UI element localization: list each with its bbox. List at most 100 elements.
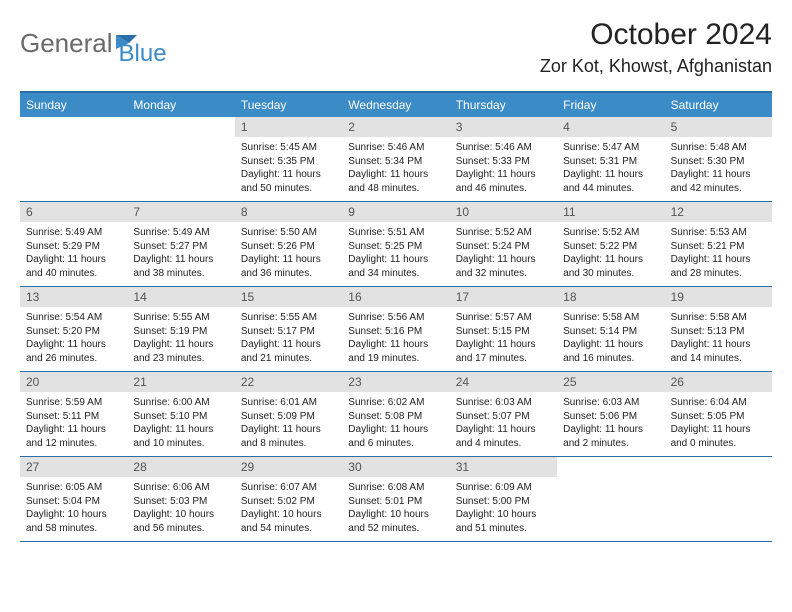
day-number: 27: [20, 457, 127, 477]
day-number: 1: [235, 117, 342, 137]
sunrise-text: Sunrise: 5:49 AM: [133, 226, 228, 240]
sunset-text: Sunset: 5:31 PM: [563, 155, 658, 169]
title-block: October 2024 Zor Kot, Khowst, Afghanista…: [540, 18, 772, 77]
daylight-text: Daylight: 11 hours and 34 minutes.: [348, 253, 443, 280]
sunset-text: Sunset: 5:06 PM: [563, 410, 658, 424]
daylight-text: Daylight: 11 hours and 42 minutes.: [671, 168, 766, 195]
sunrise-text: Sunrise: 5:52 AM: [563, 226, 658, 240]
header: General Blue October 2024 Zor Kot, Khows…: [20, 18, 772, 77]
sunrise-text: Sunrise: 5:53 AM: [671, 226, 766, 240]
daylight-text: Daylight: 11 hours and 30 minutes.: [563, 253, 658, 280]
cell-body: Sunrise: 5:56 AMSunset: 5:16 PMDaylight:…: [342, 307, 449, 371]
day-number: 21: [127, 372, 234, 392]
day-header: Monday: [127, 93, 234, 117]
calendar-cell: 3Sunrise: 5:46 AMSunset: 5:33 PMDaylight…: [450, 117, 557, 201]
sunset-text: Sunset: 5:34 PM: [348, 155, 443, 169]
cell-body: Sunrise: 6:03 AMSunset: 5:07 PMDaylight:…: [450, 392, 557, 456]
sunrise-text: Sunrise: 5:49 AM: [26, 226, 121, 240]
sunset-text: Sunset: 5:20 PM: [26, 325, 121, 339]
sunset-text: Sunset: 5:35 PM: [241, 155, 336, 169]
week-row: 27Sunrise: 6:05 AMSunset: 5:04 PMDayligh…: [20, 457, 772, 542]
day-header: Tuesday: [235, 93, 342, 117]
calendar-cell: 6Sunrise: 5:49 AMSunset: 5:29 PMDaylight…: [20, 202, 127, 286]
daylight-text: Daylight: 11 hours and 12 minutes.: [26, 423, 121, 450]
cell-body: Sunrise: 5:58 AMSunset: 5:13 PMDaylight:…: [665, 307, 772, 371]
calendar-cell: 22Sunrise: 6:01 AMSunset: 5:09 PMDayligh…: [235, 372, 342, 456]
day-number: 2: [342, 117, 449, 137]
sunrise-text: Sunrise: 5:46 AM: [348, 141, 443, 155]
cell-body: Sunrise: 5:52 AMSunset: 5:22 PMDaylight:…: [557, 222, 664, 286]
day-number: 30: [342, 457, 449, 477]
sunset-text: Sunset: 5:17 PM: [241, 325, 336, 339]
sunrise-text: Sunrise: 5:55 AM: [133, 311, 228, 325]
cell-body: Sunrise: 5:50 AMSunset: 5:26 PMDaylight:…: [235, 222, 342, 286]
sunset-text: Sunset: 5:09 PM: [241, 410, 336, 424]
calendar-cell: 9Sunrise: 5:51 AMSunset: 5:25 PMDaylight…: [342, 202, 449, 286]
logo-text-1: General: [20, 28, 113, 59]
calendar-cell: 5Sunrise: 5:48 AMSunset: 5:30 PMDaylight…: [665, 117, 772, 201]
day-number: 31: [450, 457, 557, 477]
day-number: 4: [557, 117, 664, 137]
week-row: 20Sunrise: 5:59 AMSunset: 5:11 PMDayligh…: [20, 372, 772, 457]
day-number: 24: [450, 372, 557, 392]
calendar-cell: .: [127, 117, 234, 201]
sunset-text: Sunset: 5:08 PM: [348, 410, 443, 424]
daylight-text: Daylight: 11 hours and 19 minutes.: [348, 338, 443, 365]
day-number: 20: [20, 372, 127, 392]
day-header: Thursday: [450, 93, 557, 117]
sunset-text: Sunset: 5:21 PM: [671, 240, 766, 254]
day-number: 13: [20, 287, 127, 307]
cell-body: Sunrise: 5:46 AMSunset: 5:33 PMDaylight:…: [450, 137, 557, 201]
daylight-text: Daylight: 11 hours and 38 minutes.: [133, 253, 228, 280]
daylight-text: Daylight: 11 hours and 16 minutes.: [563, 338, 658, 365]
logo: General Blue: [20, 18, 167, 68]
daylight-text: Daylight: 11 hours and 36 minutes.: [241, 253, 336, 280]
sunset-text: Sunset: 5:24 PM: [456, 240, 551, 254]
daylight-text: Daylight: 10 hours and 51 minutes.: [456, 508, 551, 535]
cell-body: Sunrise: 5:53 AMSunset: 5:21 PMDaylight:…: [665, 222, 772, 286]
sunrise-text: Sunrise: 6:03 AM: [456, 396, 551, 410]
cell-body: Sunrise: 6:00 AMSunset: 5:10 PMDaylight:…: [127, 392, 234, 456]
cell-body: Sunrise: 5:46 AMSunset: 5:34 PMDaylight:…: [342, 137, 449, 201]
calendar-cell: 13Sunrise: 5:54 AMSunset: 5:20 PMDayligh…: [20, 287, 127, 371]
logo-text-2: Blue: [119, 18, 167, 68]
calendar-cell: 10Sunrise: 5:52 AMSunset: 5:24 PMDayligh…: [450, 202, 557, 286]
cell-body: Sunrise: 5:52 AMSunset: 5:24 PMDaylight:…: [450, 222, 557, 286]
calendar-cell: 14Sunrise: 5:55 AMSunset: 5:19 PMDayligh…: [127, 287, 234, 371]
calendar-cell: 15Sunrise: 5:55 AMSunset: 5:17 PMDayligh…: [235, 287, 342, 371]
cell-body: Sunrise: 6:07 AMSunset: 5:02 PMDaylight:…: [235, 477, 342, 541]
calendar: SundayMondayTuesdayWednesdayThursdayFrid…: [20, 91, 772, 542]
day-number: 3: [450, 117, 557, 137]
sunrise-text: Sunrise: 5:51 AM: [348, 226, 443, 240]
sunset-text: Sunset: 5:04 PM: [26, 495, 121, 509]
cell-body: Sunrise: 5:59 AMSunset: 5:11 PMDaylight:…: [20, 392, 127, 456]
sunset-text: Sunset: 5:22 PM: [563, 240, 658, 254]
sunrise-text: Sunrise: 5:58 AM: [563, 311, 658, 325]
calendar-cell: 28Sunrise: 6:06 AMSunset: 5:03 PMDayligh…: [127, 457, 234, 541]
sunset-text: Sunset: 5:01 PM: [348, 495, 443, 509]
daylight-text: Daylight: 11 hours and 28 minutes.: [671, 253, 766, 280]
calendar-cell: 30Sunrise: 6:08 AMSunset: 5:01 PMDayligh…: [342, 457, 449, 541]
sunrise-text: Sunrise: 5:55 AM: [241, 311, 336, 325]
daylight-text: Daylight: 11 hours and 17 minutes.: [456, 338, 551, 365]
day-number: 25: [557, 372, 664, 392]
sunset-text: Sunset: 5:13 PM: [671, 325, 766, 339]
sunset-text: Sunset: 5:02 PM: [241, 495, 336, 509]
sunrise-text: Sunrise: 5:59 AM: [26, 396, 121, 410]
calendar-cell: 12Sunrise: 5:53 AMSunset: 5:21 PMDayligh…: [665, 202, 772, 286]
day-number: 22: [235, 372, 342, 392]
calendar-cell: 29Sunrise: 6:07 AMSunset: 5:02 PMDayligh…: [235, 457, 342, 541]
day-number: 6: [20, 202, 127, 222]
sunrise-text: Sunrise: 6:04 AM: [671, 396, 766, 410]
calendar-cell: 25Sunrise: 6:03 AMSunset: 5:06 PMDayligh…: [557, 372, 664, 456]
week-row: ..1Sunrise: 5:45 AMSunset: 5:35 PMDaylig…: [20, 117, 772, 202]
cell-body: Sunrise: 5:48 AMSunset: 5:30 PMDaylight:…: [665, 137, 772, 201]
calendar-cell: 17Sunrise: 5:57 AMSunset: 5:15 PMDayligh…: [450, 287, 557, 371]
sunrise-text: Sunrise: 5:46 AM: [456, 141, 551, 155]
sunrise-text: Sunrise: 6:07 AM: [241, 481, 336, 495]
sunrise-text: Sunrise: 6:01 AM: [241, 396, 336, 410]
sunrise-text: Sunrise: 5:57 AM: [456, 311, 551, 325]
daylight-text: Daylight: 11 hours and 6 minutes.: [348, 423, 443, 450]
cell-body: Sunrise: 5:45 AMSunset: 5:35 PMDaylight:…: [235, 137, 342, 201]
cell-body: Sunrise: 6:05 AMSunset: 5:04 PMDaylight:…: [20, 477, 127, 541]
